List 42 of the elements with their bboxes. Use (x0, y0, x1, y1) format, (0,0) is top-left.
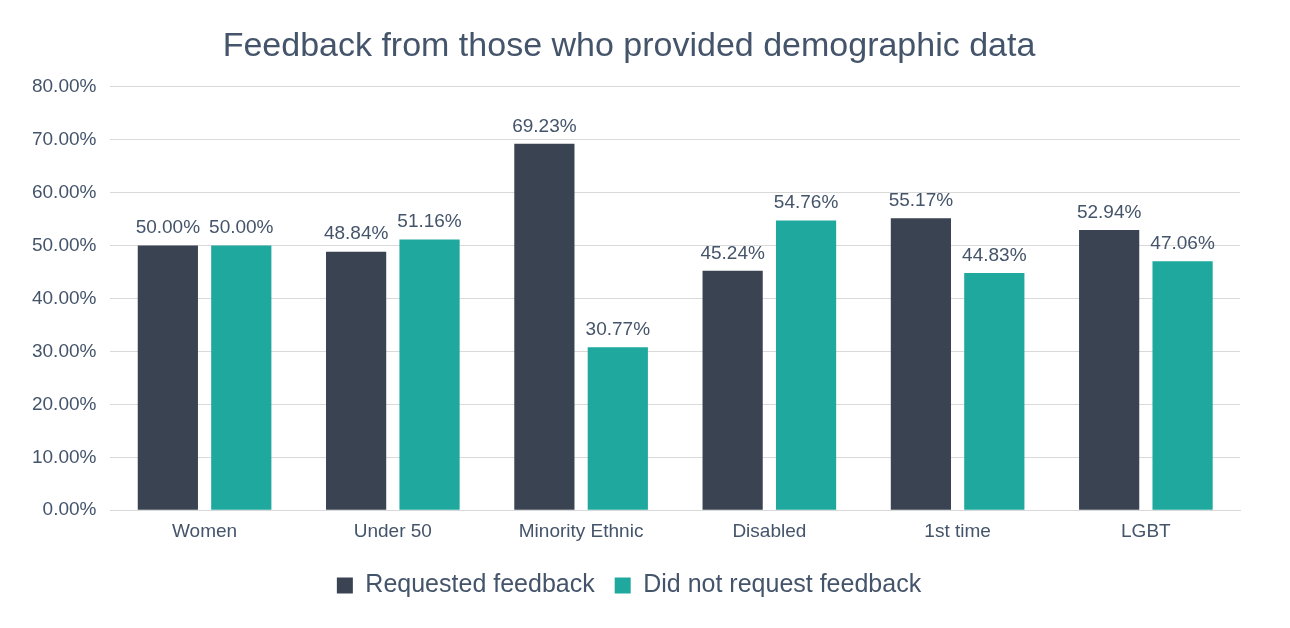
y-tick-label: 30.00% (31, 339, 97, 361)
y-tick-label: 0.00% (42, 498, 97, 520)
bar (587, 347, 648, 510)
y-tick-label: 60.00% (31, 180, 97, 202)
data-label: 47.06% (1150, 231, 1215, 253)
x-tick-label: 1st time (924, 519, 991, 541)
x-tick-label: Disabled (732, 519, 807, 541)
data-label: 30.77% (585, 318, 651, 340)
data-label: 50.00% (209, 216, 274, 238)
bar (702, 270, 763, 510)
data-label: 50.00% (135, 216, 201, 238)
data-label: 48.84% (323, 222, 389, 244)
bar (514, 143, 575, 510)
bar (1079, 230, 1140, 510)
y-tick-label: 20.00% (31, 392, 97, 414)
bar (775, 220, 837, 510)
y-tick-label: 70.00% (31, 127, 97, 149)
y-tick-label: 80.00% (31, 75, 97, 97)
bar (1152, 261, 1213, 510)
data-label: 55.17% (888, 188, 954, 210)
x-tick-label: Under 50 (353, 519, 432, 541)
bar (890, 218, 951, 510)
x-tick-label: Minority Ethnic (518, 519, 644, 541)
y-tick-label: 10.00% (31, 445, 97, 467)
data-label: 51.16% (397, 210, 462, 232)
x-tick-label: Women (172, 519, 238, 541)
chart-title: Feedback from those who provided demographic data (222, 24, 1036, 63)
y-tick-label: 50.00% (31, 233, 97, 255)
legend-label: Requested feedback (365, 569, 596, 598)
data-label: 69.23% (512, 114, 577, 136)
y-tick-label: 40.00% (31, 286, 97, 308)
data-label: 44.83% (962, 243, 1027, 265)
x-tick-label: LGBT (1121, 519, 1172, 541)
data-label: 45.24% (700, 241, 765, 263)
bar (399, 239, 460, 510)
data-label: 54.76% (773, 191, 839, 213)
data-label: 52.94% (1076, 200, 1142, 222)
bar (211, 245, 272, 510)
bar (964, 272, 1025, 510)
bar (326, 251, 387, 510)
bar (137, 245, 198, 510)
legend-label: Did not request feedback (643, 569, 922, 598)
